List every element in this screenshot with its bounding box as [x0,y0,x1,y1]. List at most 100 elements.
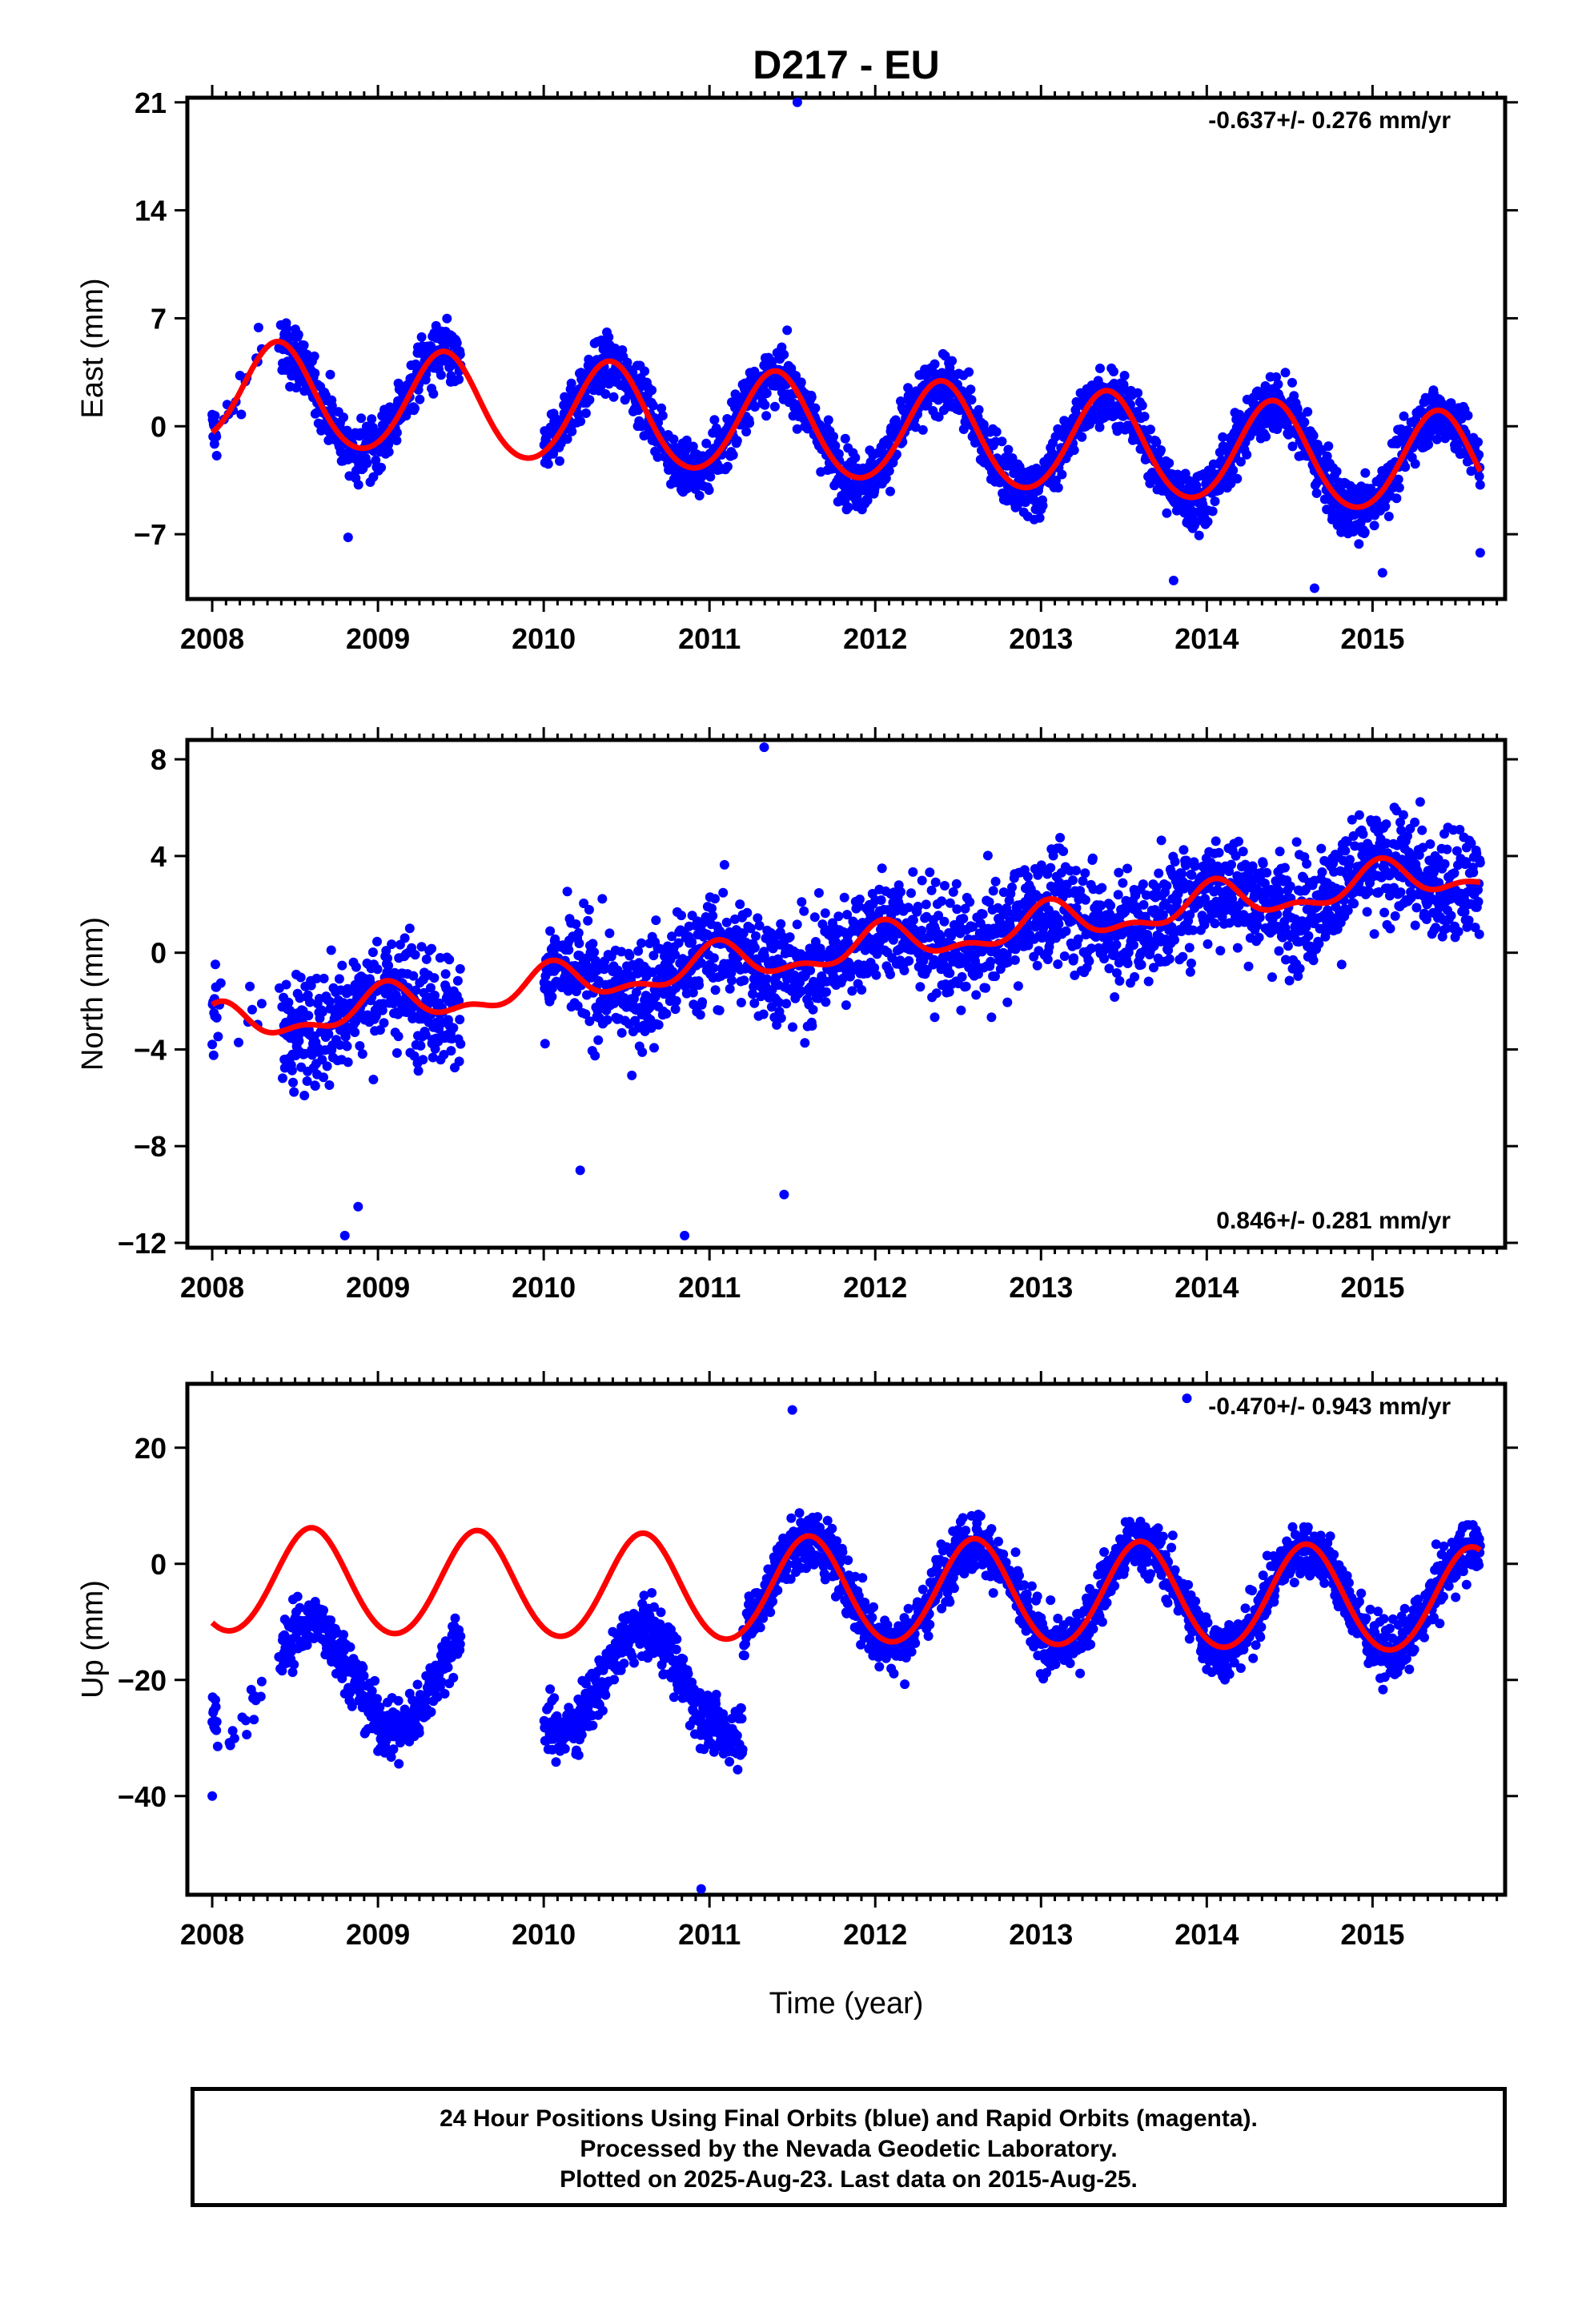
data-point [1080,868,1090,879]
data-point [1323,441,1334,452]
data-point [930,877,941,887]
x-tick-label: 2012 [843,1271,907,1304]
data-point [1170,935,1179,945]
data-point [293,329,303,340]
data-point [1057,469,1067,480]
data-point [966,384,976,395]
data-point [1274,946,1284,956]
data-point [829,432,838,442]
data-point [1103,935,1114,945]
data-point [1258,858,1268,869]
data-point [1104,963,1114,974]
data-point [1463,410,1473,420]
data-point [797,897,807,907]
x-tick-label: 2015 [1340,622,1404,655]
data-point [1156,835,1166,846]
data-point [697,997,708,1007]
data-point [1106,900,1116,911]
data-point [958,424,969,434]
plot-frame [185,738,1508,1250]
data-point [367,947,378,958]
data-point [1231,850,1241,861]
data-point [904,955,914,966]
data-point [600,389,611,399]
data-point [350,1027,360,1037]
data-point [1247,861,1258,871]
data-point [1218,432,1228,442]
data-point [781,999,792,1009]
data-point [381,946,391,956]
data-point [877,863,887,874]
data-point [728,450,738,460]
data-point [1133,388,1143,398]
data-point [906,888,916,899]
data-point [667,931,677,942]
data-point [1010,955,1020,965]
x-tick-label: 2011 [678,622,741,655]
data-point [616,1027,627,1038]
data-point [1280,368,1291,378]
data-point [908,866,918,877]
data-point [353,480,363,490]
data-point [319,973,329,983]
data-point [454,1056,464,1067]
data-point [1289,391,1299,401]
data-point [694,980,705,990]
data-point [299,1091,310,1100]
data-point [1080,895,1090,905]
data-point [452,338,462,348]
data-point [325,369,335,380]
data-point [689,999,699,1010]
data-point [1042,955,1053,964]
data-point [567,426,577,436]
data-point [1130,971,1140,982]
data-point [592,1006,603,1016]
data-point [1162,881,1172,891]
data-point [960,903,970,914]
data-point [673,938,684,948]
data-point [881,473,891,484]
data-point [688,441,698,452]
data-point [1431,434,1442,444]
data-point [718,887,729,898]
data-point [404,923,415,934]
data-point [1234,836,1243,846]
data-point [247,1004,257,1015]
data-point [702,929,713,939]
data-point [947,356,958,366]
data-point [1177,869,1187,879]
data-point [1095,364,1105,373]
data-point [1110,992,1120,1002]
data-point [323,1029,334,1039]
data-point [742,907,753,918]
data-point [1181,855,1191,866]
data-point [782,325,793,336]
data-point [708,911,718,921]
data-point [1069,953,1079,963]
data-point [1038,501,1048,511]
data-point [590,1051,600,1061]
data-point [986,1012,997,1023]
data-point [648,400,658,411]
data-point [379,1018,389,1028]
data-point [1191,480,1202,491]
data-point [572,1001,583,1011]
data-point [408,971,419,981]
data-point [411,359,421,369]
data-point [986,956,996,967]
y-tick-label: 21 [135,86,167,119]
data-point [1287,441,1298,452]
data-point [661,1008,672,1019]
data-point [840,433,850,444]
data-point [984,897,994,907]
data-point [719,859,729,870]
data-point [1254,932,1264,943]
data-point [1178,845,1189,855]
data-point [1391,493,1402,504]
data-point [1055,833,1066,842]
data-point [278,1073,287,1084]
data-point [383,960,394,971]
data-point [1262,867,1272,878]
data-point [1084,956,1094,967]
data-point [964,367,974,377]
